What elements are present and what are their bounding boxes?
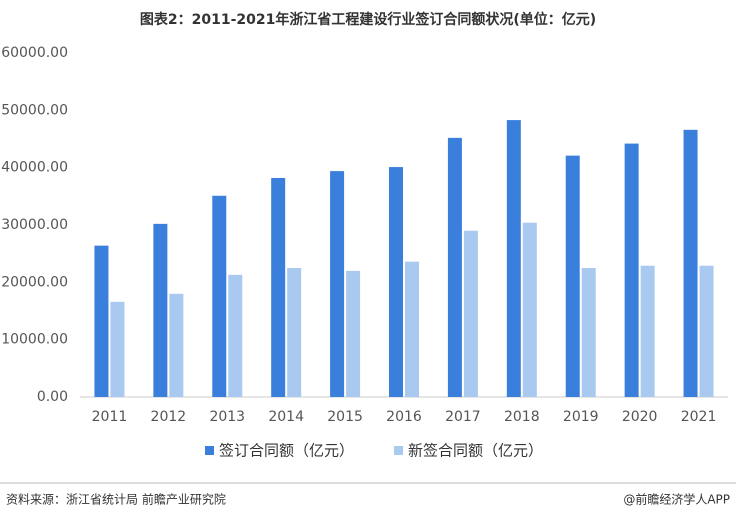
bar: [330, 171, 345, 397]
bar: [640, 265, 655, 397]
bar: [271, 177, 286, 397]
x-tick-label: 2021: [681, 409, 717, 425]
chart-title: 图表2：2011-2021年浙江省工程建设行业签订合同额状况(单位：亿元): [140, 11, 596, 28]
credit: @前瞻经济学人APP: [623, 492, 730, 507]
y-tick-label: 0.00: [37, 389, 68, 405]
y-tick-label: 50000.00: [1, 102, 68, 118]
bar: [463, 230, 478, 397]
y-tick-label: 20000.00: [1, 274, 68, 290]
bar: [405, 261, 419, 397]
x-tick-label: 2015: [327, 409, 363, 425]
y-tick-label: 30000.00: [1, 217, 68, 233]
x-tick-label: 2011: [92, 409, 128, 425]
source: 资料来源：浙江省统计局 前瞻产业研究院: [6, 492, 226, 507]
x-tick-label: 2013: [209, 409, 245, 425]
x-tick-label: 2017: [445, 409, 481, 425]
bar: [447, 137, 462, 397]
bar: [624, 143, 639, 397]
bar: [287, 268, 302, 397]
bar: [699, 265, 714, 397]
x-tick-label: 2020: [622, 409, 658, 425]
legend-label: 签订合同额（亿元）: [219, 442, 354, 460]
y-tick-label: 10000.00: [1, 332, 68, 348]
x-tick-label: 2016: [386, 409, 422, 425]
bar: [389, 167, 403, 397]
bar: [581, 268, 596, 397]
bar: [212, 195, 227, 397]
bar: [506, 120, 521, 397]
bar: [153, 223, 168, 397]
legend-swatch: [205, 446, 214, 455]
x-tick-label: 2019: [563, 409, 599, 425]
bar: [110, 301, 125, 397]
x-tick-label: 2018: [504, 409, 540, 425]
bar: [522, 222, 537, 397]
bar: [683, 129, 698, 397]
bar: [565, 155, 580, 397]
legend-swatch: [394, 446, 404, 455]
bar: [94, 245, 109, 397]
y-tick-label: 60000.00: [1, 45, 68, 61]
bar: [346, 270, 361, 397]
bar: [228, 274, 243, 397]
legend-label: 新签合同额（亿元）: [408, 442, 543, 460]
x-tick-label: 2012: [151, 409, 187, 425]
y-tick-label: 40000.00: [1, 160, 68, 176]
x-tick-label: 2014: [268, 409, 304, 425]
bar: [169, 293, 184, 397]
